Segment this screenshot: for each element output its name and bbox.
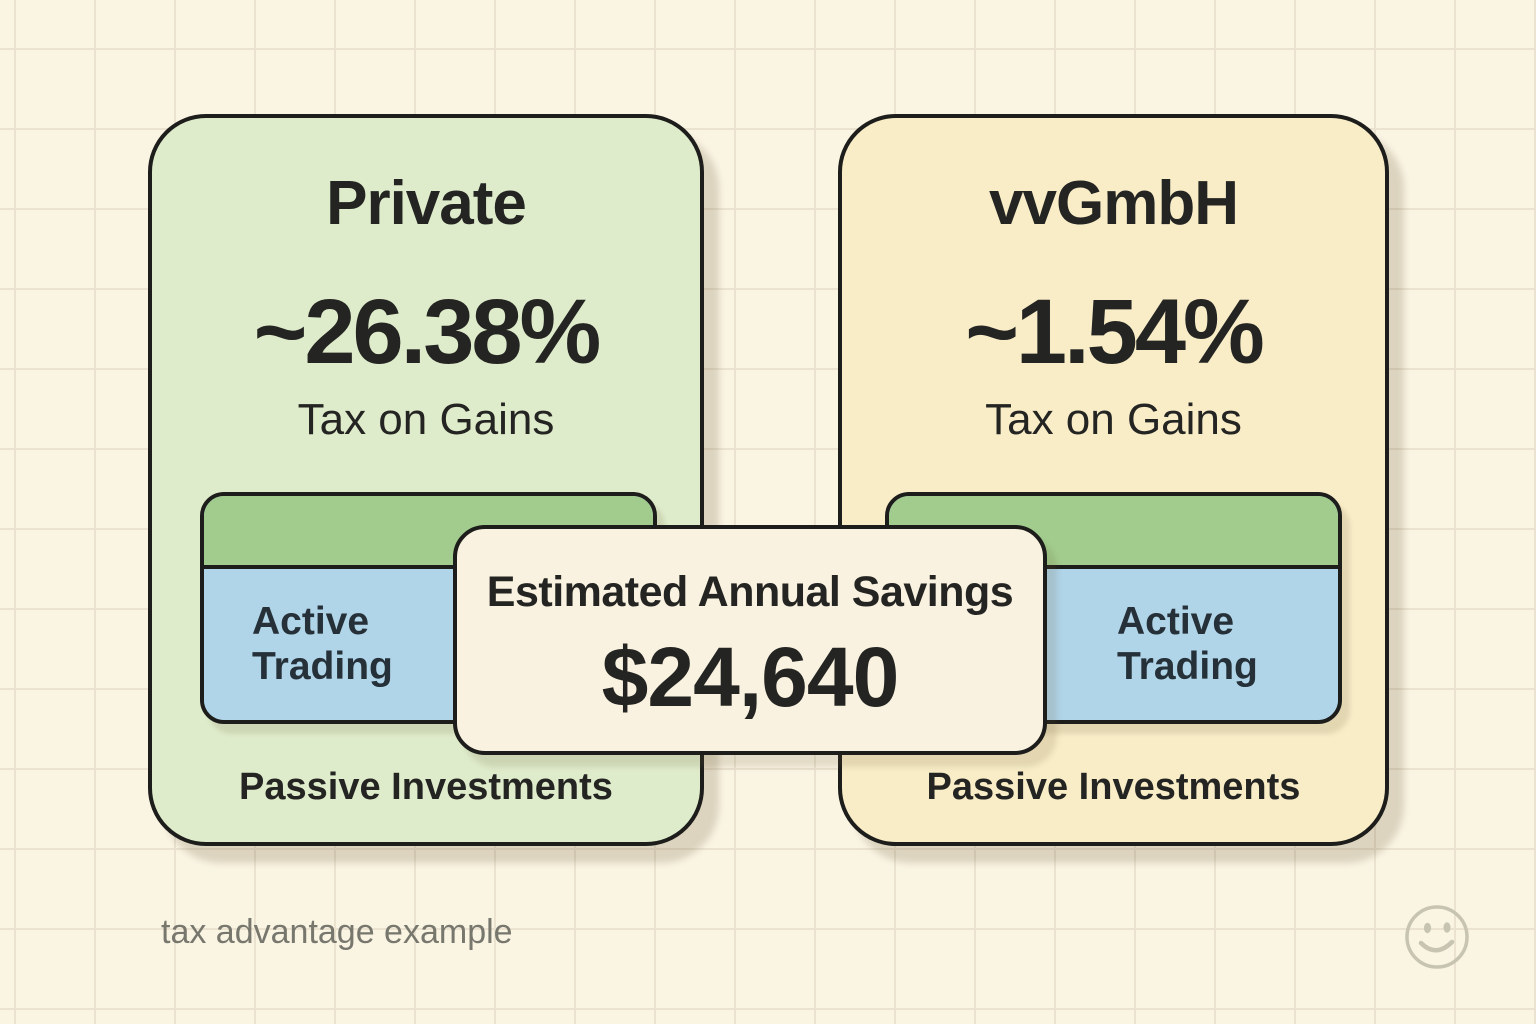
savings-amount: $24,640 — [601, 630, 900, 724]
private-active-trading-label: Active Trading — [252, 600, 393, 688]
vvgmbh-active-trading-label: Active Trading — [1117, 600, 1258, 688]
savings-callout: Estimated Annual Savings $24,640 — [453, 525, 1047, 755]
vvgmbh-tax-rate-label: Tax on Gains — [985, 395, 1242, 444]
savings-title: Estimated Annual Savings — [486, 568, 1014, 616]
private-card-title: Private — [326, 169, 527, 238]
private-tax-rate-label: Tax on Gains — [297, 395, 555, 444]
vvgmbh-passive-investments-label: Passive Investments — [926, 766, 1301, 808]
vvgmbh-tax-rate: ~1.54% — [965, 281, 1265, 383]
vvgmbh-card-title: vvGmbH — [989, 169, 1239, 238]
caption-text: tax advantage example — [161, 913, 513, 951]
private-tax-rate: ~26.38% — [253, 281, 602, 383]
private-card: Private ~26.38% Tax on Gains Active Trad… — [148, 114, 704, 846]
smiley-face-icon — [1405, 905, 1469, 969]
private-passive-investments-label: Passive Investments — [239, 766, 613, 808]
